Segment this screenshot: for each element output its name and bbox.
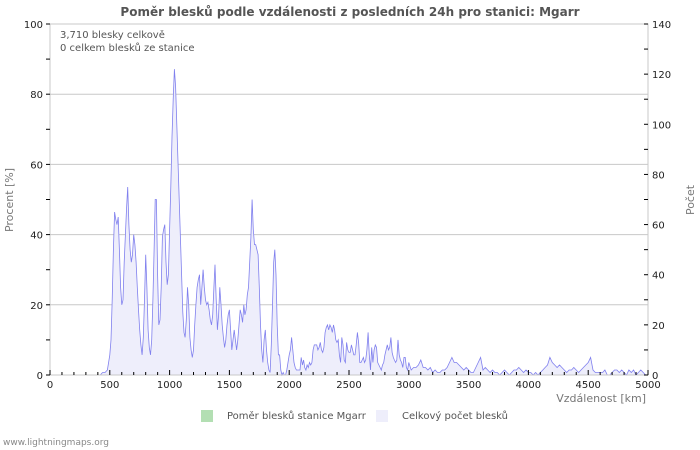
svg-text:60: 60 bbox=[30, 160, 43, 171]
svg-text:3000: 3000 bbox=[396, 380, 421, 391]
svg-text:3500: 3500 bbox=[456, 380, 481, 391]
svg-text:1000: 1000 bbox=[157, 380, 182, 391]
x-axis: 0 500 1000 1500 2000 2500 3000 3500 4000 4500 5000 bbox=[47, 370, 661, 391]
svg-text:0: 0 bbox=[47, 380, 53, 391]
summary-info: 3,710 blesky celkově 0 celkem blesků ze … bbox=[60, 29, 195, 55]
total-count-series bbox=[99, 69, 648, 377]
y-axis-left: 0 20 40 60 80 100 bbox=[24, 20, 50, 382]
legend-swatch-lavender bbox=[376, 410, 388, 422]
plot-frame bbox=[49, 23, 649, 376]
legend-label-station-ratio: Poměr blesků stanice Mgarr bbox=[227, 410, 366, 422]
svg-text:2000: 2000 bbox=[276, 380, 301, 391]
svg-text:500: 500 bbox=[100, 380, 119, 391]
svg-text:4500: 4500 bbox=[575, 380, 600, 391]
y-axis-left-title: Procent [%] bbox=[3, 168, 16, 232]
svg-text:40: 40 bbox=[652, 271, 665, 282]
svg-text:20: 20 bbox=[30, 301, 43, 312]
svg-text:0: 0 bbox=[37, 371, 43, 382]
svg-text:2500: 2500 bbox=[336, 380, 361, 391]
station-strikes-text: 0 celkem blesků ze stanice bbox=[60, 43, 195, 54]
y-axis-right-title: Počet bbox=[684, 184, 697, 215]
svg-text:80: 80 bbox=[30, 90, 43, 101]
legend-item-station-ratio: Poměr blesků stanice Mgarr bbox=[201, 410, 366, 422]
svg-text:1500: 1500 bbox=[217, 380, 242, 391]
svg-text:140: 140 bbox=[652, 20, 671, 31]
svg-text:5000: 5000 bbox=[635, 380, 660, 391]
svg-text:40: 40 bbox=[30, 231, 43, 242]
watermark: www.lightningmaps.org bbox=[3, 438, 109, 448]
svg-text:80: 80 bbox=[652, 170, 665, 181]
legend-swatch-green bbox=[201, 410, 213, 422]
svg-text:100: 100 bbox=[652, 120, 671, 131]
chart-title: Poměr blesků podle vzdálenosti z posledn… bbox=[120, 5, 580, 19]
svg-text:100: 100 bbox=[24, 20, 43, 31]
total-strikes-text: 3,710 blesky celkově bbox=[60, 30, 165, 41]
legend-label-total-count: Celkový počet blesků bbox=[402, 410, 509, 422]
legend-item-total-count: Celkový počet blesků bbox=[376, 410, 508, 422]
svg-text:0: 0 bbox=[652, 371, 658, 382]
svg-text:4000: 4000 bbox=[516, 380, 541, 391]
y-axis-right: 0 20 40 60 80 100 120 140 bbox=[644, 20, 671, 382]
svg-text:20: 20 bbox=[652, 321, 665, 332]
grid-lines bbox=[50, 93, 648, 306]
svg-text:60: 60 bbox=[652, 221, 665, 232]
svg-text:120: 120 bbox=[652, 70, 671, 81]
x-axis-title: Vzdálenost [km] bbox=[556, 392, 646, 405]
